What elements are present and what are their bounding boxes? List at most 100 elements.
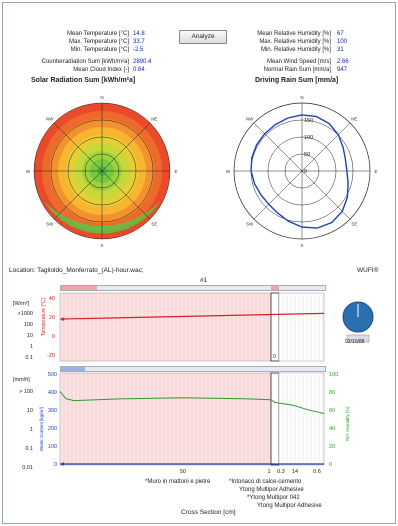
brand-label: WUFI®: [357, 267, 379, 274]
wc-tick-4: 100: [48, 444, 57, 450]
cloud-index-label: Mean Cloud Index [-]: [73, 67, 129, 73]
rh-tick-5: 0: [329, 462, 332, 468]
layer-label-4: *Ytong Multipor 042: [247, 495, 300, 501]
temperature-start-marker: [61, 317, 65, 321]
solar-compass-nw: NW: [46, 117, 54, 122]
solar-grid-spoke-225: [53, 170, 103, 220]
top-y-unit: [W/m²]: [13, 301, 30, 307]
run-label: #1: [200, 277, 208, 284]
bottom-y-unit: [mm/h]: [13, 377, 30, 383]
bottom-layer-main: [59, 372, 272, 466]
rh-axis-label: Rel. Humidity [%]: [345, 406, 350, 441]
solar-compass-se: SE: [151, 221, 157, 226]
time-scrollbar-top-thumb[interactable]: [61, 286, 97, 290]
top-layer-insulation: [278, 292, 325, 362]
solar-compass-e: E: [174, 169, 177, 174]
rh-tick-2: 60: [329, 408, 335, 414]
rain-compass-sw: SW: [246, 221, 254, 226]
time-scrollbar-bottom-thumb[interactable]: [61, 367, 85, 371]
rh-tick-1: 80: [329, 390, 335, 396]
rain-ring-label-50: 50: [304, 152, 310, 158]
cross-section-label: Cross Section [cm]: [181, 509, 236, 516]
top-layer-render: [270, 292, 280, 362]
x-tick-1: 1: [267, 469, 270, 475]
bottom-layer-insulation: [278, 372, 325, 466]
wc-tick-5: 0: [54, 462, 57, 468]
time-scrollbar-top-marker[interactable]: [271, 286, 279, 290]
solar-compass-s: S: [100, 243, 103, 248]
rain-compass-se: SE: [351, 221, 357, 226]
bottom-y-tick-0: > 100: [19, 389, 33, 395]
temp-tick-0: 40: [49, 296, 55, 302]
clock-date-box: [346, 334, 370, 343]
bottom-y-tick-2: 1: [30, 427, 33, 433]
layer-label-3: Ytong Multipor Adhesive: [239, 487, 304, 493]
time-clock-widget[interactable]: [339, 299, 379, 347]
mean-rh-value: 67: [337, 31, 344, 37]
time-scrollbar-top[interactable]: [60, 285, 326, 291]
solar-compass-w: W: [26, 169, 31, 174]
rain-grid-spoke-225: [253, 170, 303, 220]
top-chart: [W/m²] >1000 100 10 1 0.1 40 20 0 -20 Temperature …: [13, 292, 325, 362]
rain-ring-label-100: 100: [304, 135, 313, 141]
rain-grid-spoke-45: [301, 122, 351, 172]
solar-compass-sw: SW: [46, 221, 54, 226]
layer-label-1: *Muro in mattoni e pietre: [145, 479, 211, 485]
relative-humidity-curve: [59, 391, 325, 414]
rain-ring-label-0: 0: [304, 169, 307, 175]
solar-south-band: [44, 201, 160, 234]
rh-tick-3: 40: [329, 426, 335, 432]
temp-tick-3: -20: [47, 353, 55, 359]
min-temp-value: -2.5: [133, 47, 144, 53]
max-rh-label: Max. Relative Humidity [%]: [259, 39, 331, 45]
wc-tick-0: 500: [48, 372, 57, 378]
rain-compass-nw: NW: [246, 117, 254, 122]
rain-ring-label-150: 150: [304, 118, 313, 124]
solar-compass-n: N: [100, 95, 103, 100]
rain-sum-curve: [250, 114, 349, 229]
location-label: Location: Taglioldo_Monferrato_(AL)-hour…: [9, 267, 144, 274]
analyze-button[interactable]: Analyze: [179, 30, 227, 44]
bottom-y-tick-1: 10: [27, 408, 33, 414]
mean-temp-value: 14.8: [133, 31, 145, 37]
max-temp-label: Max. Temperature [°C]: [69, 39, 129, 45]
rain-compass-n: N: [300, 95, 303, 100]
temp-tick-1: 20: [49, 315, 55, 321]
wc-axis-label: Water Content [kg/m³]: [39, 407, 44, 451]
temperature-line: [59, 312, 325, 320]
bottom-y-tick-3: 0.1: [25, 446, 33, 452]
x-tick-0: 50: [180, 469, 186, 475]
x-tick-4: 0.6: [313, 469, 321, 475]
top-y-tick-0: >1000: [18, 311, 33, 317]
wind-speed-label: Mean Wind Speed [m/s]: [266, 59, 331, 65]
top-y-tick-3: 1: [30, 344, 33, 350]
wc-tick-2: 300: [48, 408, 57, 414]
solar-radiation-title: Solar Radiation Sum [kWh/m²a]: [31, 77, 136, 84]
temp-zero-label: 0: [273, 354, 276, 360]
top-y-tick-1: 100: [24, 322, 33, 328]
temp-axis-label: Temperature [°C]: [41, 298, 47, 336]
wc-tick-1: 400: [48, 390, 57, 396]
solar-grid-spoke-45: [101, 122, 151, 172]
min-rh-value: 31: [337, 47, 344, 53]
min-rh-label: Min. Relative Humidity [%]: [260, 47, 331, 53]
mean-temp-label: Mean Temperature [°C]: [67, 31, 129, 37]
rain-compass-ne: NE: [351, 117, 357, 122]
solar-compass-ne: NE: [151, 117, 157, 122]
cloud-index-value: 0.64: [133, 67, 145, 73]
bottom-layer-render: [270, 372, 280, 466]
wc-tick-3: 200: [48, 426, 57, 432]
rh-tick-4: 20: [329, 444, 335, 450]
bottom-y-tick-4: 0.01: [22, 465, 33, 471]
layer-label-5: Ytong Multipor Adhesive: [257, 503, 322, 509]
mean-rh-label: Mean Relative Humidity [%]: [257, 31, 331, 37]
driving-rain-title: Driving Rain Sum [mm/a]: [255, 77, 339, 84]
time-scrollbar-bottom[interactable]: [60, 366, 326, 372]
layer-label-2: *Intonaco di calce-cemento: [229, 479, 302, 485]
rain-compass-e: E: [374, 169, 377, 174]
solar-grid-spoke-315: [53, 122, 103, 172]
counterradiation-label: Counterradiation Sum [kWh/m²a]: [41, 59, 129, 65]
top-y-tick-4: 0.1: [25, 355, 33, 361]
rain-compass-w: W: [226, 169, 231, 174]
